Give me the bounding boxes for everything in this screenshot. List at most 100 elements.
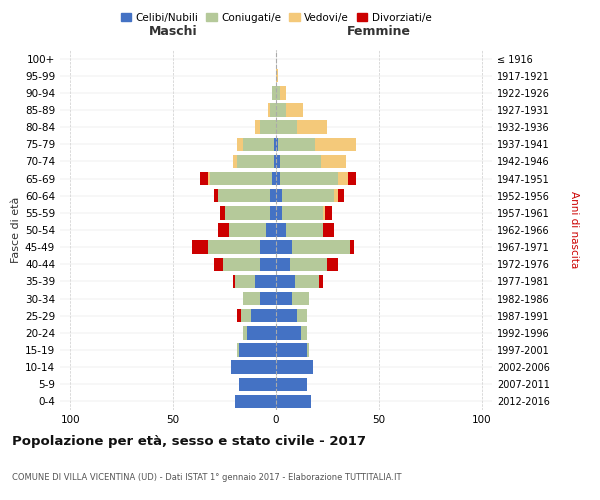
Text: Maschi: Maschi	[149, 25, 197, 38]
Bar	[237, 309, 241, 322]
Text: Femmine: Femmine	[347, 25, 411, 38]
Bar	[276, 274, 295, 288]
Bar	[278, 138, 315, 151]
Bar	[276, 240, 292, 254]
Bar	[214, 189, 218, 202]
Bar	[286, 224, 323, 236]
Bar	[268, 104, 270, 117]
Bar	[266, 224, 276, 236]
Bar	[276, 104, 286, 117]
Bar	[323, 206, 325, 220]
Bar	[272, 86, 276, 100]
Bar	[260, 258, 276, 271]
Bar	[256, 274, 276, 288]
Bar	[276, 154, 280, 168]
Bar	[210, 172, 272, 186]
Bar	[241, 309, 251, 322]
Bar	[270, 206, 276, 220]
Bar	[276, 138, 278, 151]
Bar	[218, 189, 270, 202]
Bar	[276, 189, 282, 202]
Bar	[224, 206, 270, 220]
Bar	[276, 326, 301, 340]
Bar	[280, 172, 338, 186]
Bar	[220, 206, 224, 220]
Bar	[200, 172, 208, 186]
Bar	[237, 344, 239, 356]
Bar	[272, 172, 276, 186]
Bar	[276, 224, 286, 236]
Bar	[256, 120, 260, 134]
Y-axis label: Anni di nascita: Anni di nascita	[569, 192, 579, 268]
Bar	[338, 189, 344, 202]
Bar	[274, 154, 276, 168]
Bar	[276, 69, 278, 82]
Bar	[276, 360, 313, 374]
Legend: Celibi/Nubili, Coniugati/e, Vedovi/e, Divorziati/e: Celibi/Nubili, Coniugati/e, Vedovi/e, Di…	[116, 8, 436, 26]
Bar	[276, 206, 282, 220]
Bar	[292, 240, 350, 254]
Bar	[208, 172, 210, 186]
Text: Popolazione per età, sesso e stato civile - 2017: Popolazione per età, sesso e stato civil…	[12, 435, 366, 448]
Bar	[276, 344, 307, 356]
Bar	[290, 258, 328, 271]
Bar	[239, 378, 276, 391]
Bar	[270, 189, 276, 202]
Bar	[235, 274, 256, 288]
Bar	[243, 138, 274, 151]
Bar	[218, 224, 229, 236]
Bar	[334, 189, 338, 202]
Bar	[247, 326, 276, 340]
Bar	[229, 224, 266, 236]
Bar	[338, 172, 348, 186]
Text: COMUNE DI VILLA VICENTINA (UD) - Dati ISTAT 1° gennaio 2017 - Elaborazione TUTTI: COMUNE DI VILLA VICENTINA (UD) - Dati IS…	[12, 473, 401, 482]
Bar	[325, 206, 332, 220]
Bar	[280, 154, 321, 168]
Bar	[276, 258, 290, 271]
Bar	[233, 274, 235, 288]
Bar	[191, 240, 208, 254]
Bar	[214, 258, 223, 271]
Bar	[280, 86, 286, 100]
Bar	[276, 172, 280, 186]
Y-axis label: Fasce di età: Fasce di età	[11, 197, 21, 263]
Bar	[274, 138, 276, 151]
Bar	[276, 309, 296, 322]
Bar	[296, 309, 307, 322]
Bar	[251, 309, 276, 322]
Bar	[237, 138, 243, 151]
Bar	[282, 206, 323, 220]
Bar	[292, 292, 309, 306]
Bar	[233, 154, 237, 168]
Bar	[276, 120, 296, 134]
Bar	[348, 172, 356, 186]
Bar	[208, 240, 260, 254]
Bar	[276, 292, 292, 306]
Bar	[328, 258, 338, 271]
Bar	[260, 292, 276, 306]
Bar	[296, 120, 328, 134]
Bar	[319, 274, 323, 288]
Bar	[243, 326, 247, 340]
Bar	[295, 274, 319, 288]
Bar	[231, 360, 276, 374]
Bar	[315, 138, 356, 151]
Bar	[260, 240, 276, 254]
Bar	[270, 104, 276, 117]
Bar	[350, 240, 354, 254]
Bar	[286, 104, 303, 117]
Bar	[239, 344, 276, 356]
Bar	[323, 224, 334, 236]
Bar	[276, 378, 307, 391]
Bar	[282, 189, 334, 202]
Bar	[235, 394, 276, 408]
Bar	[301, 326, 307, 340]
Bar	[260, 120, 276, 134]
Bar	[276, 394, 311, 408]
Bar	[243, 292, 260, 306]
Bar	[276, 86, 280, 100]
Bar	[223, 258, 260, 271]
Bar	[307, 344, 309, 356]
Bar	[321, 154, 346, 168]
Bar	[237, 154, 274, 168]
